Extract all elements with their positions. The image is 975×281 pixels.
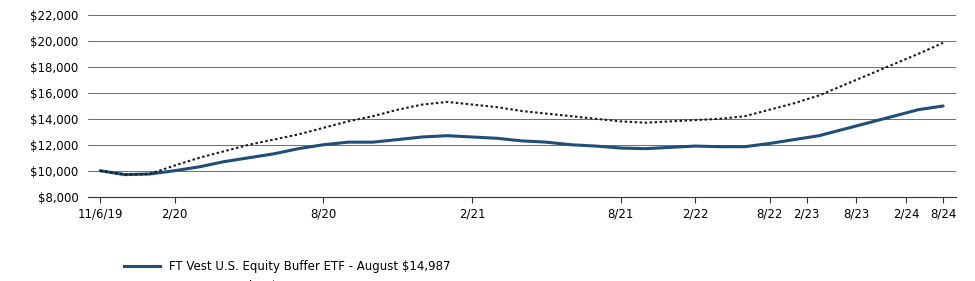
Legend: FT Vest U.S. Equity Buffer ETF - August $14,987, S&P 500® Index $19,849: FT Vest U.S. Equity Buffer ETF - August … [120,255,455,281]
